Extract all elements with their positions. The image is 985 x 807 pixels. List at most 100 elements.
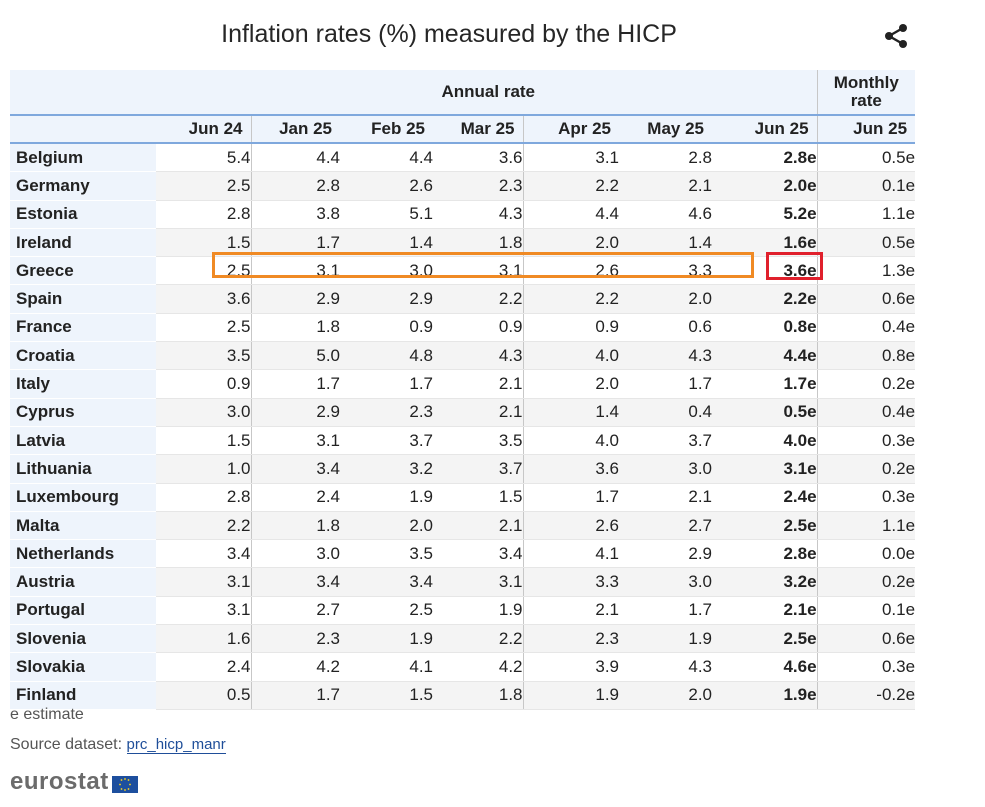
table-row: Luxembourg 2.8 2.4 1.9 1.5 1.7 2.1 2.4e 0.3e <box>10 483 916 512</box>
country-cell: Germany <box>10 171 156 201</box>
value-cell: 2.0 <box>619 284 712 314</box>
column-header: May 25 <box>619 114 712 144</box>
value-cell: 0.1e <box>816 596 916 626</box>
value-cell: 2.3 <box>522 624 619 654</box>
table-row: Germany 2.5 2.8 2.6 2.3 2.2 2.1 2.0e 0.1e <box>10 171 916 201</box>
value-cell: 3.1 <box>156 596 251 626</box>
value-cell: 4.2 <box>433 652 523 682</box>
country-cell: Croatia <box>10 341 156 371</box>
value-cell: 0.5e <box>816 143 916 173</box>
value-cell: 0.8e <box>712 313 818 343</box>
value-cell: 0.6e <box>816 624 916 654</box>
table-row: France 2.5 1.8 0.9 0.9 0.9 0.6 0.8e 0.4e <box>10 313 916 343</box>
table-row: Slovenia 1.6 2.3 1.9 2.2 2.3 1.9 2.5e 0.6e <box>10 624 916 654</box>
value-cell: 1.5 <box>340 681 433 710</box>
value-cell: 2.1 <box>522 596 619 626</box>
value-cell: 4.3 <box>433 200 523 229</box>
value-cell: 4.3 <box>433 341 523 371</box>
value-cell: 2.3 <box>433 171 523 201</box>
table-row: Greece 2.5 3.1 3.0 3.1 2.6 3.3 3.6e 1.3e <box>10 256 916 286</box>
value-cell: 2.1 <box>433 398 523 427</box>
table-row: Spain 3.6 2.9 2.9 2.2 2.2 2.0 2.2e 0.6e <box>10 284 916 314</box>
country-cell: Italy <box>10 369 156 399</box>
column-header: Mar 25 <box>433 114 523 144</box>
value-cell: 1.1e <box>816 511 916 541</box>
value-cell: 2.3 <box>250 624 340 654</box>
value-cell: 0.6e <box>816 284 916 314</box>
country-cell: Portugal <box>10 596 156 626</box>
footnote: e estimate <box>10 706 84 723</box>
value-cell: 0.9 <box>522 313 619 343</box>
value-cell: 2.0 <box>522 369 619 399</box>
value-cell: 5.4 <box>156 143 251 173</box>
value-cell: 1.0 <box>156 454 251 484</box>
value-cell: 3.1 <box>522 143 619 173</box>
value-cell: 3.2 <box>340 454 433 484</box>
value-cell: 2.9 <box>250 398 340 427</box>
value-cell: 0.4e <box>816 398 916 427</box>
value-cell: 0.4e <box>816 313 916 343</box>
value-cell: 1.8 <box>433 228 523 258</box>
value-cell: 1.7 <box>619 369 712 399</box>
value-cell: 0.2e <box>816 454 916 484</box>
value-cell: 2.2 <box>522 284 619 314</box>
country-cell: Austria <box>10 567 156 597</box>
value-cell: 0.8e <box>816 341 916 371</box>
value-cell: 1.5 <box>156 426 251 456</box>
table-row: Slovakia 2.4 4.2 4.1 4.2 3.9 4.3 4.6e 0.3e <box>10 652 916 682</box>
value-cell: 2.5 <box>156 313 251 343</box>
value-cell: 2.5 <box>156 171 251 201</box>
value-cell: 3.4 <box>250 454 340 484</box>
value-cell: 0.6 <box>619 313 712 343</box>
value-cell: 2.1 <box>619 171 712 201</box>
value-cell: 2.1 <box>433 511 523 541</box>
value-cell: 3.5 <box>156 341 251 371</box>
value-cell: 4.3 <box>619 652 712 682</box>
value-cell: 3.1 <box>433 567 523 597</box>
value-cell: 1.8 <box>250 313 340 343</box>
value-cell: 2.0 <box>522 228 619 258</box>
country-cell: Slovenia <box>10 624 156 654</box>
value-cell: 3.0 <box>619 454 712 484</box>
value-cell: 3.4 <box>433 539 523 569</box>
value-cell: 3.6 <box>433 143 523 173</box>
value-cell: 2.5e <box>712 511 818 541</box>
column-header: Feb 25 <box>340 114 433 144</box>
country-cell: Lithuania <box>10 454 156 484</box>
eurostat-logo: eurostat <box>10 768 138 796</box>
value-cell: 2.8 <box>250 171 340 201</box>
value-cell: 5.2e <box>712 200 818 229</box>
value-cell: 3.6 <box>522 454 619 484</box>
country-cell: Slovakia <box>10 652 156 682</box>
country-cell: Finland <box>10 681 156 710</box>
eu-flag-icon <box>111 775 138 793</box>
value-cell: 0.3e <box>816 483 916 512</box>
country-cell: Netherlands <box>10 539 156 569</box>
value-cell: 1.7 <box>619 596 712 626</box>
country-cell: Cyprus <box>10 398 156 427</box>
table-row: Latvia 1.5 3.1 3.7 3.5 4.0 3.7 4.0e 0.3e <box>10 426 916 456</box>
country-cell: Belgium <box>10 143 156 173</box>
value-cell: 1.9 <box>522 681 619 710</box>
value-cell: 3.0 <box>340 256 433 286</box>
value-cell: 1.9 <box>619 624 712 654</box>
value-cell: 4.1 <box>340 652 433 682</box>
value-cell: 3.5 <box>340 539 433 569</box>
value-cell: 4.4e <box>712 341 818 371</box>
value-cell: 2.5e <box>712 624 818 654</box>
country-cell: Ireland <box>10 228 156 258</box>
source-dataset-link[interactable]: prc_hicp_manr <box>126 736 226 754</box>
country-cell: Greece <box>10 256 156 286</box>
value-cell: 2.9 <box>340 284 433 314</box>
share-icon[interactable] <box>882 22 910 50</box>
value-cell: 0.0e <box>816 539 916 569</box>
chart-title: Inflation rates (%) measured by the HICP <box>221 20 677 48</box>
value-cell: 3.0 <box>619 567 712 597</box>
value-cell: 1.7 <box>250 369 340 399</box>
column-header: Jun 25 <box>712 114 818 144</box>
monthly-rate-header: Monthly rate <box>816 70 916 115</box>
value-cell: 1.9 <box>433 596 523 626</box>
annual-rate-header: Annual rate <box>10 70 818 115</box>
value-cell: 2.9 <box>250 284 340 314</box>
value-cell: 1.3e <box>816 256 916 286</box>
